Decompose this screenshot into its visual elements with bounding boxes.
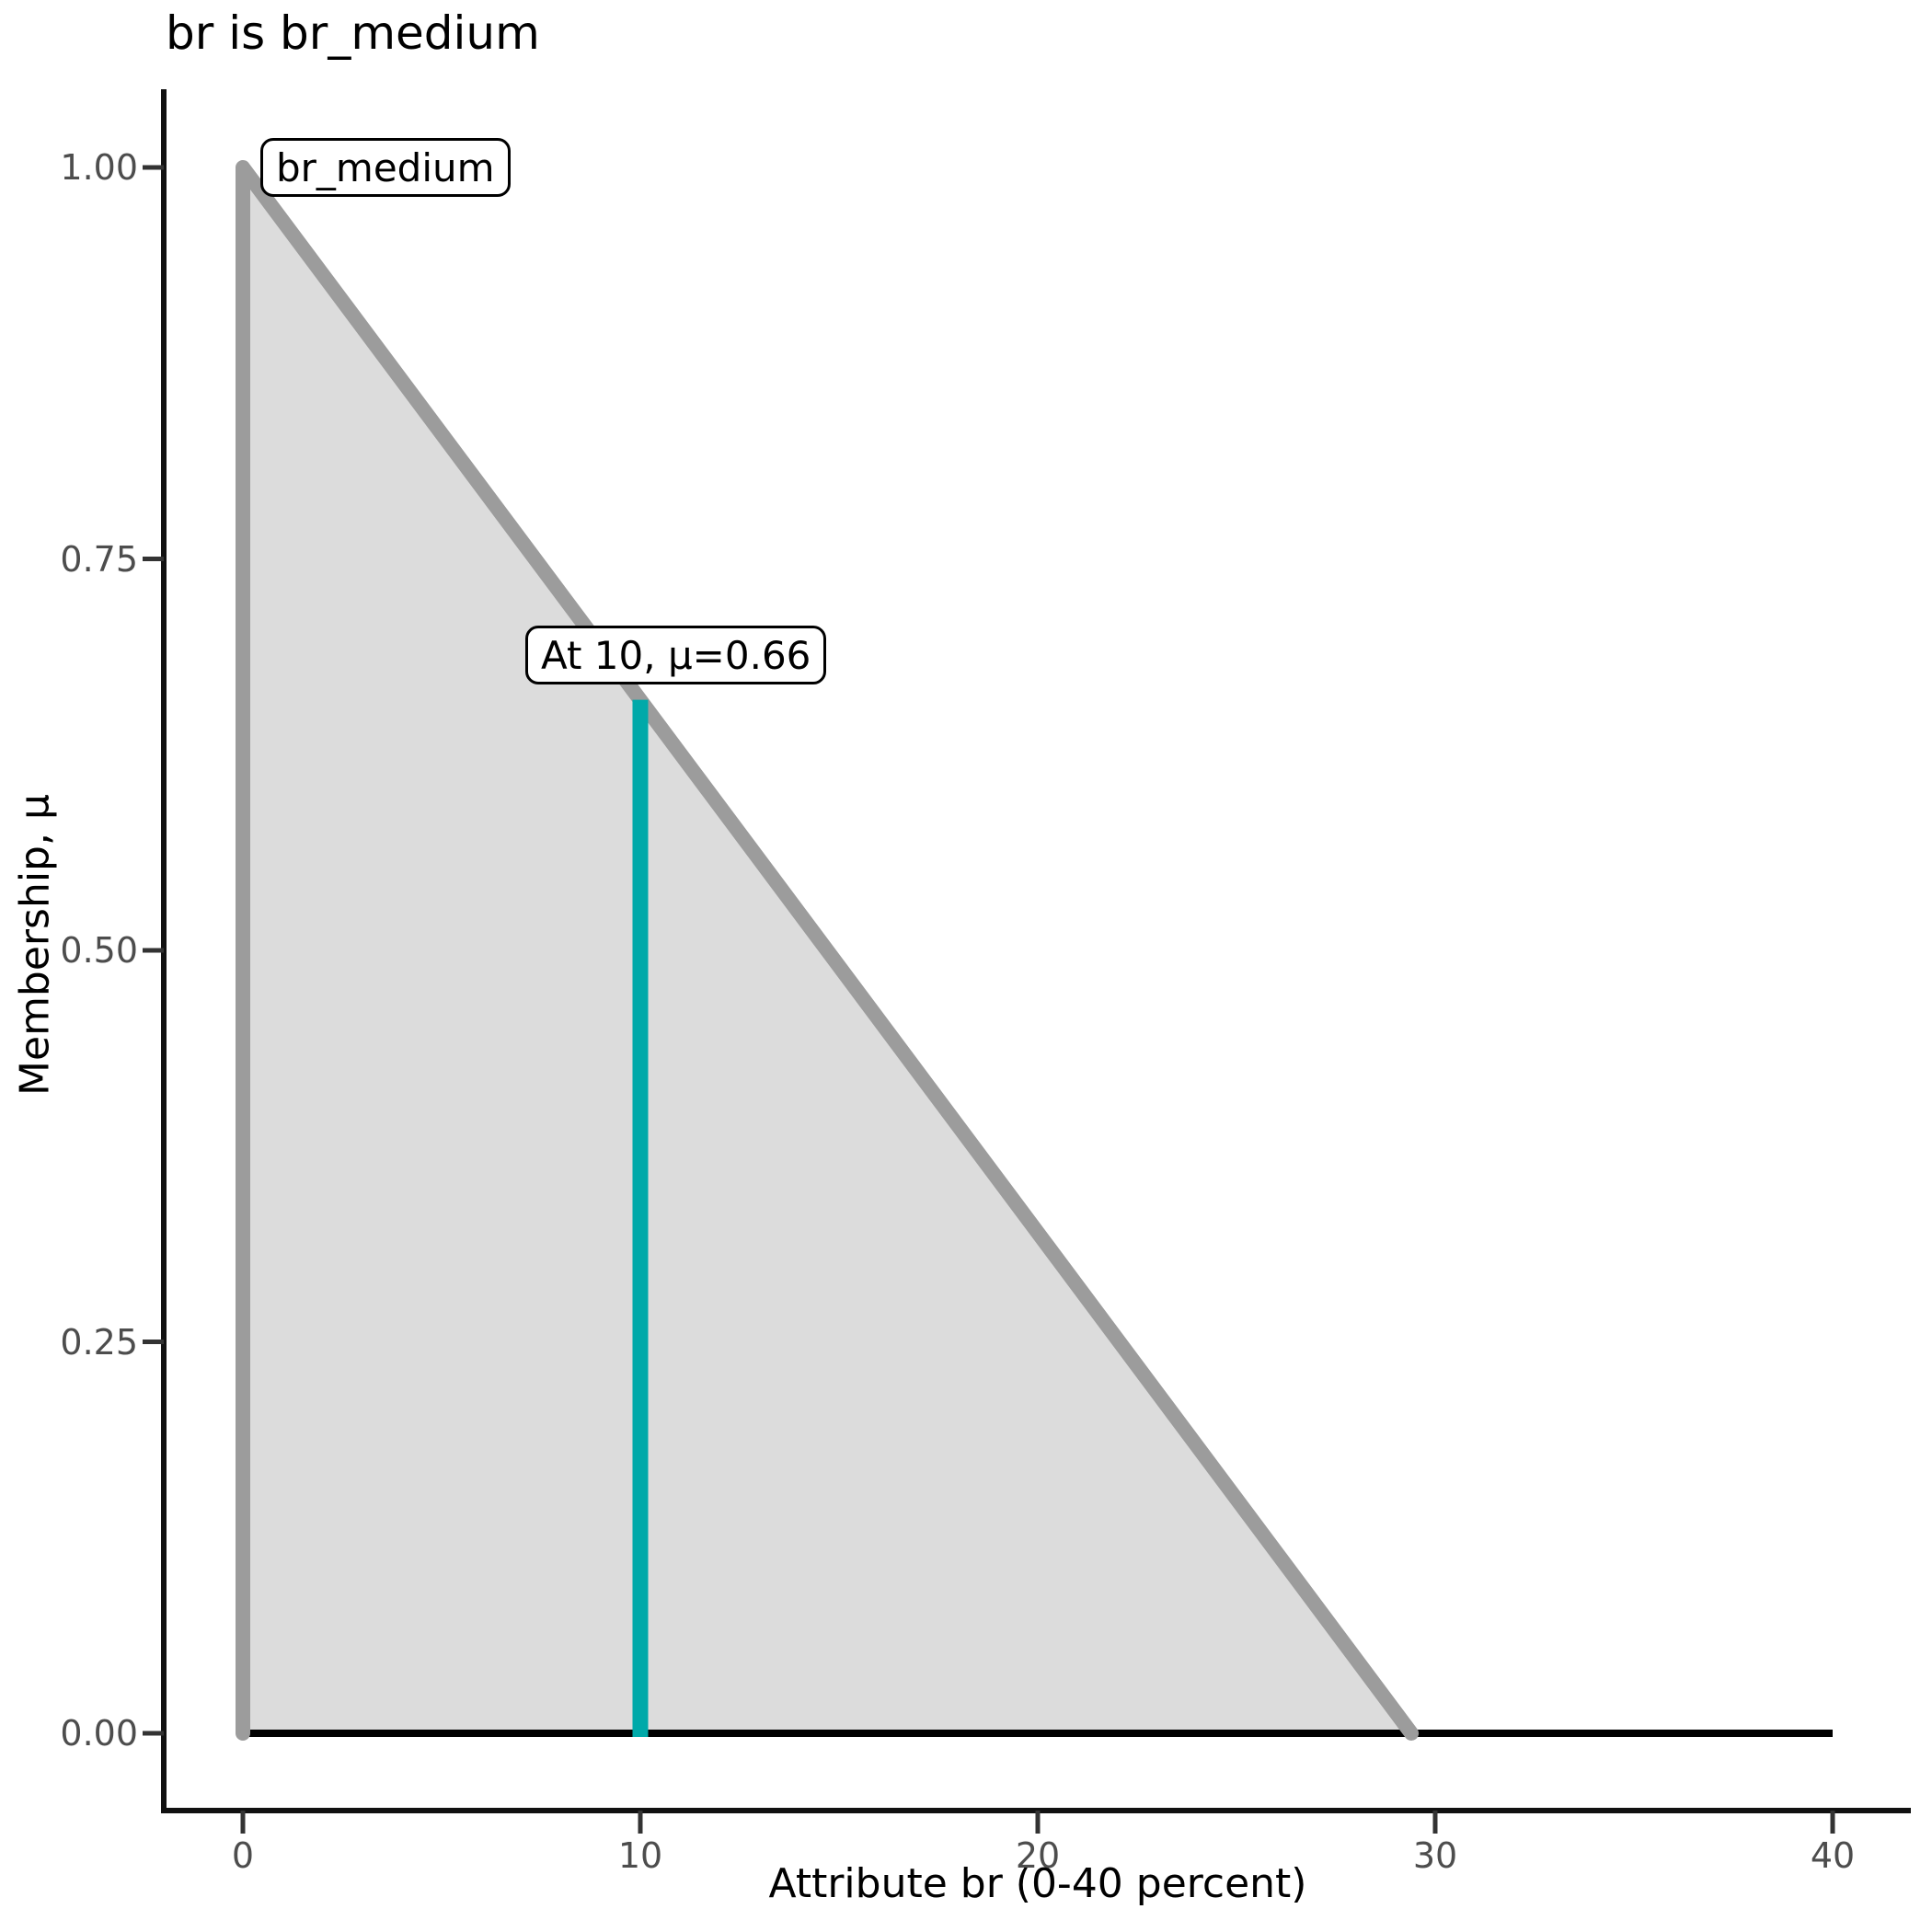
chart-title: br is br_medium [166,6,540,60]
y-tick-label: 0.00 [60,1713,138,1754]
y-tick-label: 1.00 [60,147,138,188]
y-tick-label: 0.75 [60,538,138,580]
x-tick-label: 40 [1810,1835,1856,1876]
x-axis-label: Attribute br (0-40 percent) [768,1860,1307,1907]
x-tick-label: 30 [1412,1835,1458,1876]
x-tick-label: 10 [617,1835,663,1876]
membership-outline [236,160,1420,1741]
x-tick-label: 0 [231,1835,255,1876]
highlight-annotation-text: At 10, μ=0.66 [541,632,811,678]
y-tick-label: 0.50 [60,930,138,971]
x-tick-label: 20 [1015,1835,1061,1876]
highlight-annotation: At 10, μ=0.66 [525,626,827,684]
set-name-annotation: br_medium [260,138,511,197]
set-name-annotation-text: br_medium [276,144,495,190]
y-tick-label: 0.25 [60,1321,138,1363]
